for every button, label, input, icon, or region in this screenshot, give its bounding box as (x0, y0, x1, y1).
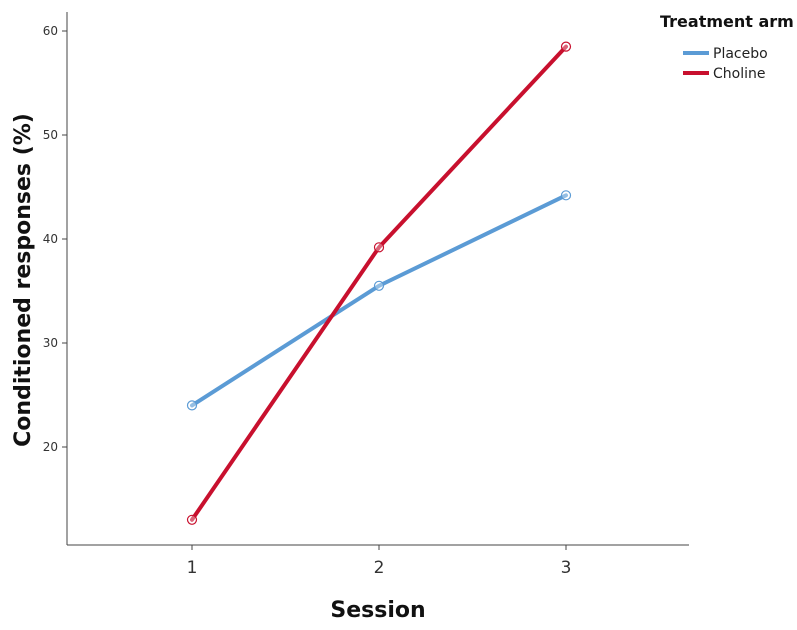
data-point-placebo (560, 190, 572, 201)
data-point-placebo (373, 280, 385, 291)
y-tick-label: 30 (43, 336, 58, 350)
y-tick-label: 40 (43, 232, 58, 246)
data-point-choline (373, 242, 385, 253)
data-point-placebo (186, 400, 198, 411)
data-point-choline (186, 514, 198, 525)
series-line-choline (190, 44, 568, 522)
legend-label-choline: Choline (713, 66, 765, 82)
x-ticks: 1 2 3 (187, 545, 572, 578)
legend-label-placebo: Placebo (713, 46, 768, 62)
x-tick-label: 3 (561, 558, 572, 578)
series-layer (186, 41, 572, 525)
legend: Treatment arm Placebo Choline (660, 12, 794, 82)
y-tick-label: 60 (43, 24, 58, 38)
series-line-placebo (190, 193, 568, 408)
y-axis-title: Conditioned responses (%) (11, 113, 36, 447)
axes (66, 12, 689, 546)
x-tick-label: 1 (187, 558, 198, 578)
y-ticks: 20 30 40 50 60 (43, 24, 67, 454)
legend-title: Treatment arm (660, 12, 794, 31)
x-tick-label: 2 (374, 558, 385, 578)
y-tick-label: 50 (43, 128, 58, 142)
data-point-choline (560, 41, 572, 52)
y-tick-label: 20 (43, 440, 58, 454)
x-axis-title: Session (330, 598, 425, 623)
